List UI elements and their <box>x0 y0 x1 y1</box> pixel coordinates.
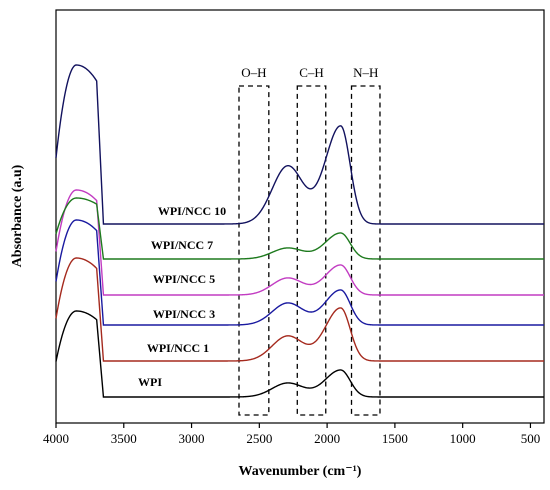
series-line-1 <box>55 310 544 398</box>
series-line-3 <box>55 219 544 326</box>
plot-frame <box>55 9 545 424</box>
band-box-1 <box>238 85 270 416</box>
band-label-2: C–H <box>299 65 324 80</box>
series-label-6: WPI/NCC 10 <box>158 204 226 218</box>
series-line-6 <box>55 64 544 225</box>
series-label-3: WPI/NCC 3 <box>153 307 215 321</box>
band-label-3: N–H <box>353 65 378 80</box>
series-label-2: WPI/NCC 1 <box>147 341 209 355</box>
series-line-5 <box>55 197 544 260</box>
band-annotations: O–H C–H N–H <box>238 65 381 416</box>
y-axis-title: Absorbance (a.u) <box>10 164 25 267</box>
band-box-3 <box>350 85 381 416</box>
x-tick-label-2: 3500 <box>111 431 137 446</box>
x-tick-label-5: 2000 <box>314 431 340 446</box>
series-line-2 <box>55 257 544 362</box>
x-axis-title: Wavenumber (cm⁻¹) <box>239 464 362 479</box>
series-line-4 <box>55 189 544 296</box>
spectra <box>55 64 544 398</box>
x-tick-label-1: 4000 <box>43 431 69 446</box>
x-tick-label-4: 2500 <box>246 431 272 446</box>
band-label-1: O–H <box>241 65 266 80</box>
series-labels: WPI WPI/NCC 1 WPI/NCC 3 WPI/NCC 5 WPI/NCC 7 W… <box>138 204 226 389</box>
series-label-1: WPI <box>138 375 162 389</box>
x-tick-label-3: 3000 <box>179 431 205 446</box>
band-box-2 <box>296 85 327 416</box>
x-tick-label-8: 500 <box>521 431 541 446</box>
series-label-4: WPI/NCC 5 <box>153 272 215 286</box>
x-axis: 4000 3500 3000 2500 2000 1500 1000 500 <box>43 423 540 446</box>
x-tick-label-7: 1000 <box>450 431 476 446</box>
x-tick-label-6: 1500 <box>382 431 408 446</box>
series-label-5: WPI/NCC 7 <box>151 238 213 252</box>
